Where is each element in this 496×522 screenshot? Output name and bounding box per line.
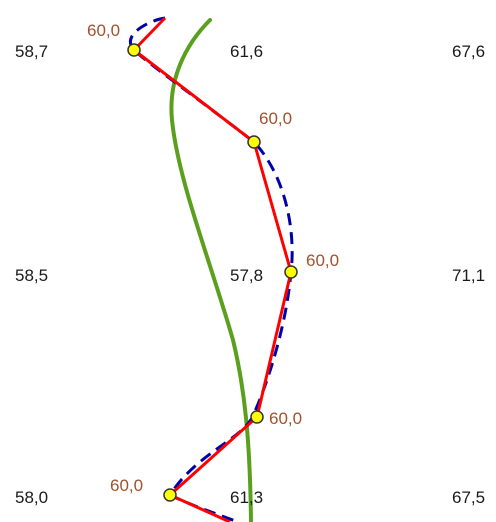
contour-point-label: 60,0 <box>87 21 120 40</box>
grid-value-r1c1: 58,7 <box>15 42 48 61</box>
contour-point-marker <box>284 265 298 279</box>
grid-value-r1c3: 67,6 <box>452 42 485 61</box>
contour-point-label: 60,0 <box>259 109 292 128</box>
grid-value-r1c2: 61,6 <box>230 42 263 61</box>
contour-point-marker <box>163 488 177 502</box>
grid-value-r3c1: 58,0 <box>15 488 48 507</box>
grid-value-r3c2: 61,3 <box>230 488 263 507</box>
grid-value-r2c3: 71,1 <box>452 266 485 285</box>
contour-point-label: 60,0 <box>306 251 339 270</box>
contour-point-label: 60,0 <box>110 476 143 495</box>
grid-value-r3c3: 67,5 <box>452 488 485 507</box>
contour-point-label: 60,0 <box>269 409 302 428</box>
contour-point-marker <box>127 43 141 57</box>
contour-point-marker <box>247 135 261 149</box>
grid-value-r2c2: 57,8 <box>230 266 263 285</box>
contour-point-marker <box>250 410 264 424</box>
grid-value-r2c1: 58,5 <box>15 266 48 285</box>
reference-curve <box>169 18 253 522</box>
